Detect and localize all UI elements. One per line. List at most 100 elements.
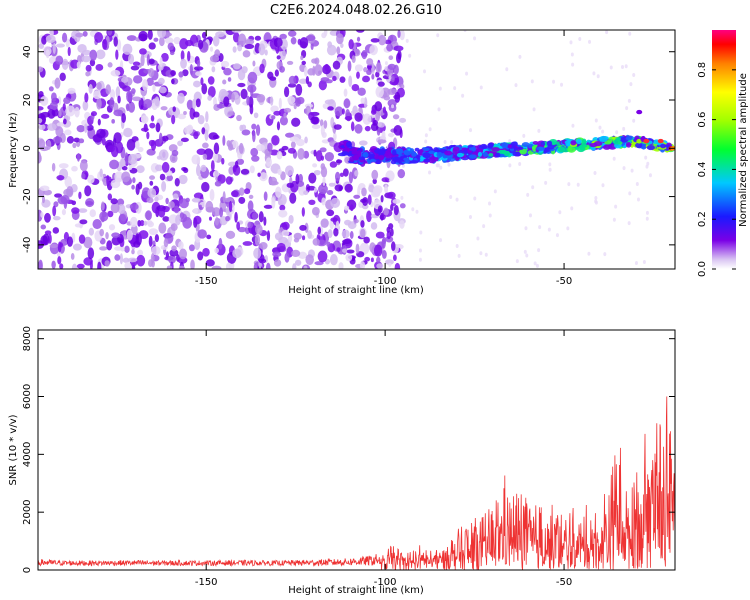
spectrogram-cell [96,82,102,90]
spectrogram-cell [275,186,282,198]
spectrogram-cell [537,248,541,253]
spectrogram-cell [271,197,276,209]
spectrogram-cell [375,71,380,78]
spectrogram-cell [201,83,208,95]
spectrogram-cell [383,207,389,216]
spectrogram-cell [324,63,330,72]
spectrogram-cell [74,106,80,118]
spectrogram-cell [173,36,181,45]
spectrogram-cell [238,187,245,196]
spectrogram-cell [372,186,381,197]
spectrogram-cell [237,226,247,233]
spectrogram-cell [477,151,483,157]
spectrogram-cell [351,55,356,63]
spectrogram-cell [450,140,454,145]
spectrogram-cell [267,142,273,152]
spectrogram-cell [154,196,159,202]
spectrogram-cell [400,195,404,200]
spectrogram-cell [333,132,337,141]
spectrogram-cell [444,150,453,156]
spectrogram-cell [625,135,633,141]
spectrogram-cell [93,90,101,100]
spectrogram-cell [512,151,522,157]
spectrogram-cell [248,194,254,199]
spectrogram-cell [195,98,201,108]
snr-xlabel: Height of straight line (km) [288,585,424,596]
spectrogram-cell [552,79,556,84]
spectrogram-ytick-label: 40 [22,45,33,58]
spectrogram-cell [83,123,88,134]
spectrogram-cell [104,260,110,267]
spectrogram-cell [148,228,159,235]
spectrogram-cell [644,155,648,160]
spectrogram-cell [265,157,272,167]
spectrogram-cell [57,256,62,265]
spectrogram-cell [102,38,108,50]
spectrogram-cell [524,226,528,231]
spectrogram-cell [291,117,301,127]
spectrogram-cell [153,37,159,42]
spectrogram-cell [548,167,552,172]
spectrogram-cell [205,200,214,213]
spectrogram-cell [244,38,255,45]
spectrogram-cell [130,88,136,94]
spectrogram-cell [64,129,72,136]
spectrogram-cell [171,114,176,125]
spectrogram-cell [109,97,115,109]
spectrogram-cell [386,43,394,52]
spectrogram-cell [428,127,432,132]
spectrogram-cell [254,35,262,41]
spectrogram-cell [321,131,327,139]
spectrogram-cell [111,232,121,238]
spectrogram-cell [362,75,371,83]
spectrogram-cell [137,249,144,256]
spectrogram-cell [657,138,664,144]
spectrogram-cell [205,111,209,123]
spectrogram-cell [225,230,236,239]
spectrogram-cell [154,96,160,107]
spectrogram-cell [108,224,116,231]
spectrogram-cell [319,147,327,153]
spectrogram-cell [349,156,355,162]
spectrogram-cell [334,106,344,117]
spectrogram-cell [594,199,598,204]
spectrogram-cell [273,37,283,48]
spectrogram-cell [258,43,266,56]
spectrogram-cell [622,126,626,131]
spectrogram-cell [142,79,148,91]
spectrogram-cell [146,220,153,226]
spectrogram-cell [376,263,384,269]
spectrogram-cell [386,230,392,240]
spectrogram-cell [447,162,451,167]
spectrogram-cell [645,210,649,215]
spectrogram-cell [594,195,598,200]
spectrogram-cell [576,138,582,145]
spectrogram-cell [237,69,246,81]
spectrogram-cell [607,139,613,144]
spectrogram-cell [64,176,73,188]
spectrogram-cell [72,142,77,149]
spectrogram-cell [129,203,139,211]
spectrogram-cell [180,50,185,61]
spectrogram-cell [433,156,439,162]
spectrogram-cell [601,183,605,188]
spectrogram-cell [113,36,118,47]
spectrogram-cell [393,125,403,136]
spectrogram-cell [361,187,367,197]
spectrogram-cell [535,263,539,268]
spectrogram-cell [628,31,632,36]
spectrogram-cell [341,229,350,239]
spectrogram-cell [48,86,54,92]
spectrogram-cell [107,193,113,201]
spectrogram-cell [479,251,483,256]
spectrogram-cell [220,60,230,68]
spectrogram-cell [146,131,150,140]
spectrogram-cell [73,137,81,143]
spectrogram-cell [313,170,321,176]
spectrogram-cell [187,50,191,62]
spectrogram-cell [357,150,362,157]
spectrogram-cell [85,198,95,208]
spectrogram-cell [369,44,378,56]
spectrogram-cell [360,228,366,238]
spectrogram-cell [382,106,387,114]
